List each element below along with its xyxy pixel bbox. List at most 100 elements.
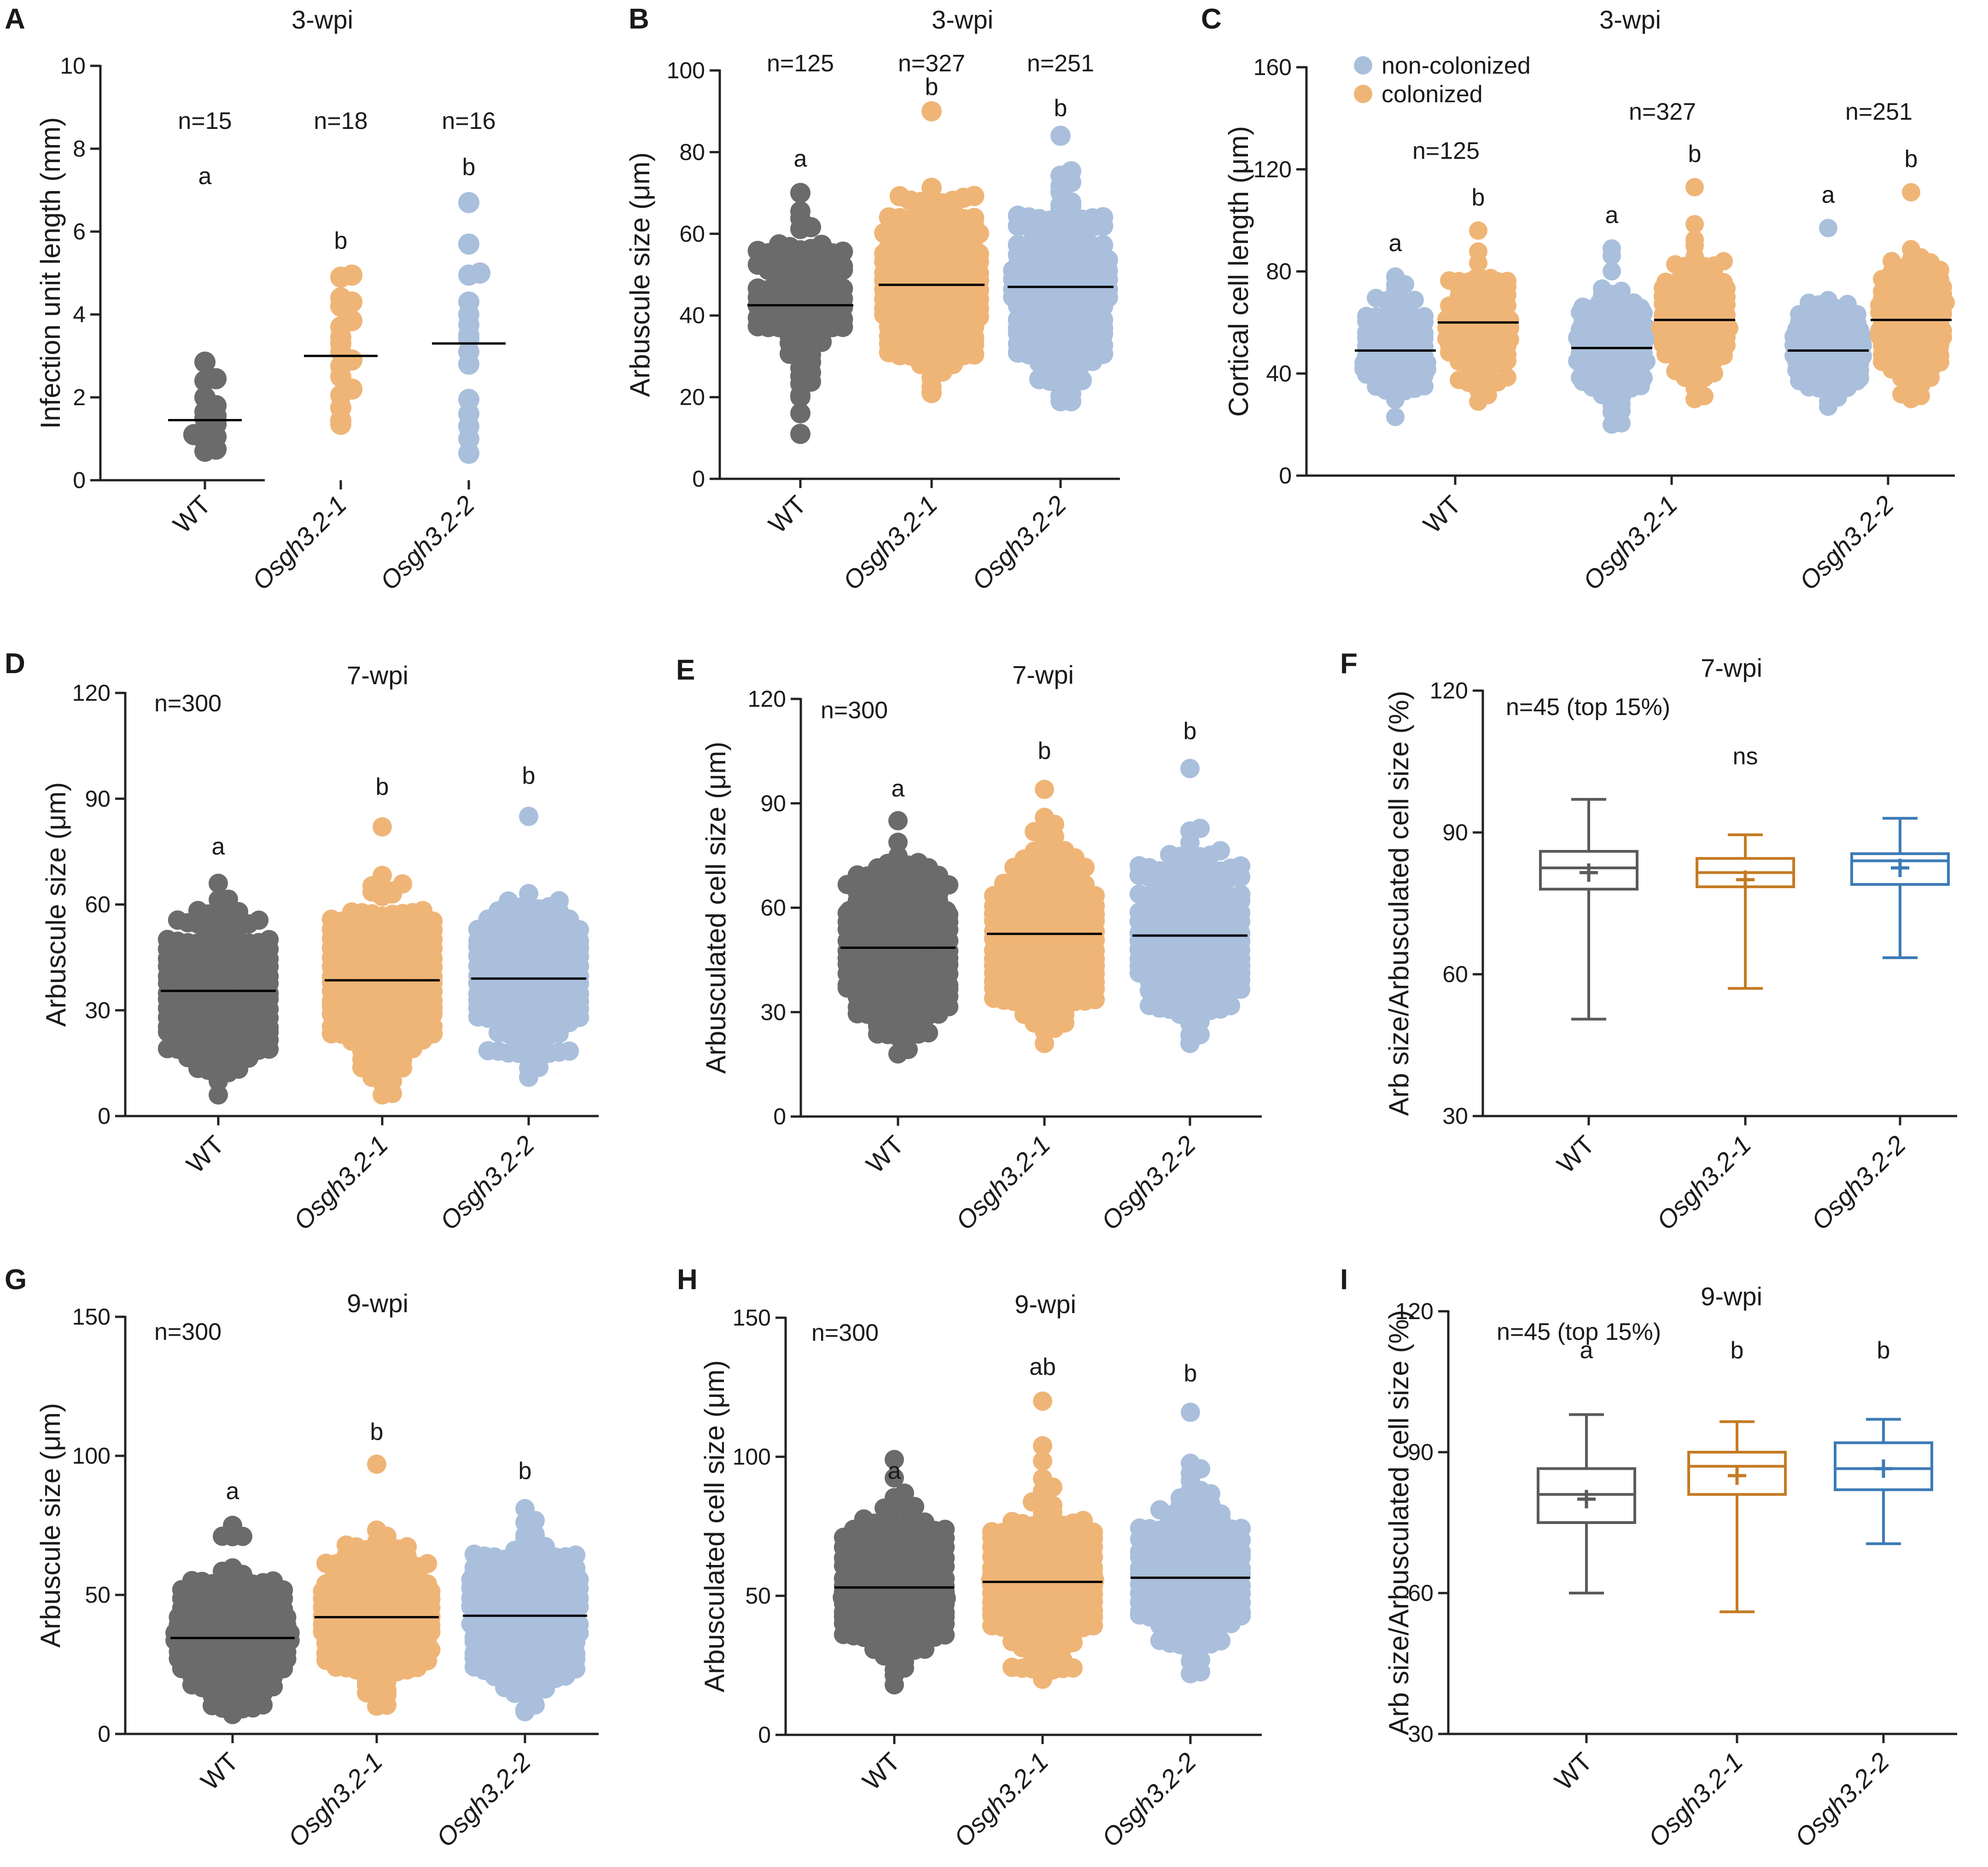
data-point bbox=[1437, 310, 1456, 329]
data-point bbox=[515, 1499, 535, 1518]
panel-title: 3-wpi bbox=[1599, 5, 1661, 34]
y-tick-label: 60 bbox=[1442, 961, 1468, 987]
data-point bbox=[1061, 161, 1082, 181]
x-tick-label: WT bbox=[857, 1747, 905, 1796]
significance-letter: b bbox=[522, 762, 536, 789]
y-tick-label: 0 bbox=[73, 467, 86, 493]
n-label: n=18 bbox=[314, 108, 367, 134]
data-point bbox=[1666, 255, 1685, 274]
panel-letter: G bbox=[5, 1264, 27, 1296]
data-point bbox=[219, 890, 239, 909]
y-tick-label: 30 bbox=[85, 997, 111, 1023]
data-point bbox=[1612, 281, 1631, 300]
n-label: n=327 bbox=[1629, 99, 1696, 125]
data-point bbox=[1574, 297, 1592, 316]
x-tick-label: WT bbox=[1551, 1130, 1600, 1179]
data-point bbox=[847, 865, 867, 885]
data-point bbox=[336, 1535, 356, 1555]
data-point bbox=[1593, 279, 1611, 298]
significance-letter: b bbox=[1688, 141, 1702, 168]
data-point bbox=[964, 186, 985, 206]
significance-letter: a bbox=[1605, 202, 1619, 229]
y-tick-label: 0 bbox=[758, 1722, 771, 1748]
data-point bbox=[1050, 125, 1071, 146]
data-point bbox=[182, 1571, 202, 1591]
data-point bbox=[790, 183, 810, 204]
significance-letter: b bbox=[376, 774, 389, 800]
y-tick-label: 160 bbox=[1253, 54, 1292, 80]
panel-title: 9-wpi bbox=[1014, 1290, 1076, 1319]
data-point bbox=[263, 1571, 283, 1591]
data-point bbox=[1902, 240, 1920, 259]
data-point bbox=[188, 901, 208, 920]
data-point bbox=[833, 241, 853, 262]
data-point bbox=[464, 1544, 484, 1564]
panel-letter: H bbox=[677, 1264, 698, 1296]
panel-letter: B bbox=[629, 3, 649, 35]
data-point bbox=[1211, 841, 1230, 861]
y-tick-label: 100 bbox=[667, 58, 705, 83]
data-point bbox=[888, 811, 908, 831]
data-point bbox=[367, 1454, 386, 1474]
data-point bbox=[469, 262, 491, 284]
data-point bbox=[879, 207, 899, 228]
box-plot bbox=[1850, 817, 1950, 960]
data-point bbox=[1800, 293, 1818, 312]
data-point bbox=[209, 873, 228, 893]
significance-letter: a bbox=[198, 163, 212, 190]
data-point bbox=[874, 223, 895, 244]
x-tick-label: WT bbox=[860, 1130, 909, 1179]
data-point bbox=[519, 807, 538, 826]
x-tick-label: Osgh3.2-2 bbox=[1794, 490, 1899, 595]
data-point bbox=[168, 910, 187, 930]
n-label: n=300 bbox=[154, 690, 222, 717]
y-tick-label: 2 bbox=[73, 384, 86, 410]
n-label: n=15 bbox=[178, 108, 232, 134]
n-label: n=300 bbox=[154, 1319, 222, 1345]
data-point bbox=[205, 368, 227, 390]
data-point bbox=[1498, 368, 1516, 387]
data-point bbox=[209, 1085, 228, 1105]
data-point bbox=[1685, 215, 1704, 233]
data-point bbox=[1093, 207, 1114, 227]
data-point bbox=[1160, 845, 1179, 865]
panel-title: 7-wpi bbox=[1012, 660, 1074, 689]
data-point bbox=[1603, 239, 1621, 258]
y-tick-label: 90 bbox=[85, 786, 111, 812]
y-tick-label: 0 bbox=[773, 1104, 786, 1129]
data-point bbox=[921, 177, 942, 198]
data-point bbox=[790, 424, 810, 444]
data-point bbox=[458, 192, 479, 213]
n-label: n=300 bbox=[821, 697, 888, 724]
significance-letter: b bbox=[925, 74, 939, 100]
y-tick-label: 30 bbox=[1442, 1103, 1468, 1129]
data-point bbox=[1685, 178, 1704, 197]
significance-letter: a bbox=[1389, 230, 1402, 257]
y-tick-label: 4 bbox=[73, 302, 86, 327]
data-point bbox=[1035, 808, 1054, 827]
data-point bbox=[964, 208, 985, 228]
data-point bbox=[342, 902, 361, 922]
data-point bbox=[418, 1554, 437, 1574]
panel-letter: F bbox=[1340, 648, 1358, 680]
y-tick-label: 80 bbox=[679, 139, 705, 165]
data-point bbox=[790, 403, 810, 424]
data-point bbox=[1603, 262, 1621, 281]
y-tick-label: 80 bbox=[1266, 259, 1292, 285]
y-axis-label: Cortical cell length (μm) bbox=[1223, 126, 1254, 417]
data-point bbox=[458, 389, 479, 410]
y-tick-label: 20 bbox=[679, 384, 705, 410]
data-point bbox=[478, 1041, 498, 1060]
significance-letter: b bbox=[519, 1458, 532, 1484]
x-tick-label: Osgh3.2-1 bbox=[246, 490, 352, 595]
box-plot bbox=[1696, 833, 1795, 990]
panel-letter: C bbox=[1201, 3, 1222, 35]
y-tick-label: 60 bbox=[760, 895, 786, 921]
significance-letter: a bbox=[892, 775, 905, 802]
y-tick-label: 0 bbox=[1279, 463, 1292, 489]
